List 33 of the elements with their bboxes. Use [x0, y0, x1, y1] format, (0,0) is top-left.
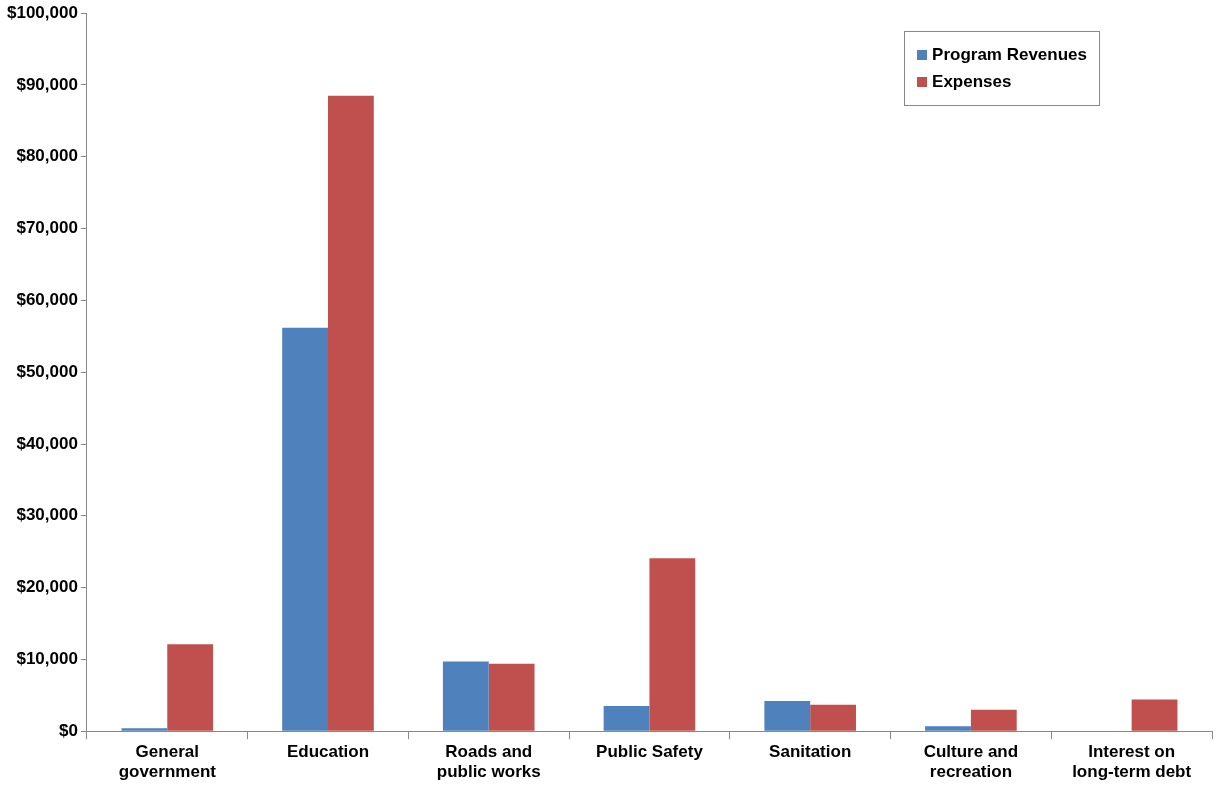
y-tick-label: $20,000	[16, 577, 78, 597]
bar	[649, 558, 696, 731]
bar	[925, 726, 971, 731]
bar	[167, 644, 214, 731]
x-tick-label: Culture and recreation	[923, 742, 1019, 782]
y-tick-label: $10,000	[16, 649, 78, 669]
bar	[442, 661, 489, 731]
bar	[1131, 699, 1178, 731]
bar	[764, 701, 811, 731]
bar	[488, 663, 535, 731]
bar	[970, 709, 1017, 731]
x-tick-label: General government	[118, 742, 217, 782]
x-tick-label: Sanitation	[769, 742, 852, 762]
x-tick-label: Education	[286, 742, 370, 762]
y-tick-label: $30,000	[16, 505, 78, 525]
legend-label: Expenses	[932, 72, 1012, 93]
y-tick-label: $40,000	[16, 433, 78, 453]
y-tick-label: $70,000	[16, 218, 78, 238]
bar	[282, 327, 328, 731]
bar	[810, 704, 856, 731]
y-tick-label: $50,000	[16, 361, 78, 381]
bar	[328, 95, 374, 731]
legend-label: Program Revenues	[932, 45, 1087, 66]
y-tick-label: $0	[58, 720, 78, 740]
y-tick-label: $60,000	[16, 290, 78, 310]
x-tick-label: Interest on long-term debt	[1072, 742, 1192, 782]
bar	[121, 728, 168, 731]
x-tick-label: Roads and public works	[436, 742, 541, 782]
y-tick-label: $80,000	[16, 146, 78, 166]
bar	[603, 706, 650, 731]
x-tick-label: Public Safety	[596, 742, 704, 762]
y-tick-label: $90,000	[16, 74, 78, 94]
y-tick-label: $100,000	[7, 2, 78, 22]
